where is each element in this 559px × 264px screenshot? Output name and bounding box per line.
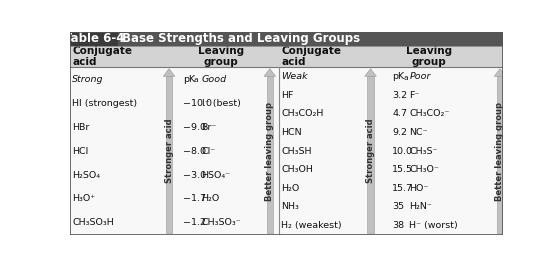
Text: I⁻ (best): I⁻ (best) xyxy=(202,98,240,107)
Text: CH₃S⁻: CH₃S⁻ xyxy=(409,147,438,155)
Text: −3.0: −3.0 xyxy=(183,171,206,180)
Bar xyxy=(70,32,118,45)
Text: H⁻ (worst): H⁻ (worst) xyxy=(409,221,458,230)
Text: H₂O: H₂O xyxy=(202,195,220,204)
Text: H₂N⁻: H₂N⁻ xyxy=(409,202,432,211)
Bar xyxy=(497,76,503,233)
Bar xyxy=(70,67,503,235)
Text: 15.7: 15.7 xyxy=(392,184,413,193)
Text: CH₃SH: CH₃SH xyxy=(281,147,312,155)
Text: −9.0: −9.0 xyxy=(183,122,206,131)
Text: Stronger acid: Stronger acid xyxy=(366,119,375,183)
Text: 35: 35 xyxy=(392,202,404,211)
Text: −10.0: −10.0 xyxy=(183,98,212,107)
Bar xyxy=(367,76,373,233)
Text: 10.0: 10.0 xyxy=(392,147,413,155)
Text: 9.2: 9.2 xyxy=(392,128,408,137)
Polygon shape xyxy=(264,69,276,76)
Text: CH₃SO₃H: CH₃SO₃H xyxy=(72,219,114,228)
Text: F⁻: F⁻ xyxy=(409,91,420,100)
Text: Better leaving group: Better leaving group xyxy=(495,102,505,201)
Bar xyxy=(70,45,503,67)
Text: Good: Good xyxy=(202,75,227,84)
Text: HI (strongest): HI (strongest) xyxy=(72,98,138,107)
Text: H₂ (weakest): H₂ (weakest) xyxy=(281,221,342,230)
Text: Strong: Strong xyxy=(72,75,104,84)
Text: a: a xyxy=(403,75,408,81)
Bar xyxy=(267,76,273,233)
Text: a: a xyxy=(194,77,198,83)
Text: H₂SO₄: H₂SO₄ xyxy=(72,171,100,180)
Text: 3.2: 3.2 xyxy=(392,91,408,100)
Text: Conjugate
acid: Conjugate acid xyxy=(281,45,342,67)
Text: HO⁻: HO⁻ xyxy=(409,184,429,193)
Text: CH₃O⁻: CH₃O⁻ xyxy=(409,165,439,174)
Text: H₃O⁺: H₃O⁺ xyxy=(72,195,96,204)
Text: CH₃CO₂⁻: CH₃CO₂⁻ xyxy=(409,109,449,118)
Text: CH₃CO₂H: CH₃CO₂H xyxy=(281,109,324,118)
Text: pK: pK xyxy=(183,75,195,84)
Text: −8.0: −8.0 xyxy=(183,147,206,155)
Text: −1.2: −1.2 xyxy=(183,219,206,228)
Text: Weak: Weak xyxy=(281,72,308,81)
Text: HF: HF xyxy=(281,91,294,100)
Text: Poor: Poor xyxy=(409,72,430,81)
Bar xyxy=(166,76,172,233)
Text: H₂O: H₂O xyxy=(281,184,300,193)
Polygon shape xyxy=(365,69,376,76)
Text: HBr: HBr xyxy=(72,122,89,131)
Text: Better leaving group: Better leaving group xyxy=(266,102,274,201)
Text: 4.7: 4.7 xyxy=(392,109,408,118)
Text: CH₃SO₃⁻: CH₃SO₃⁻ xyxy=(202,219,241,228)
Text: HCl: HCl xyxy=(72,147,88,155)
Text: pK: pK xyxy=(392,72,404,81)
Text: CH₃OH: CH₃OH xyxy=(281,165,314,174)
Text: Conjugate
acid: Conjugate acid xyxy=(72,45,132,67)
Text: NC⁻: NC⁻ xyxy=(409,128,428,137)
Text: NH₃: NH₃ xyxy=(281,202,299,211)
Text: Br⁻: Br⁻ xyxy=(202,122,217,131)
Text: −1.7: −1.7 xyxy=(183,195,206,204)
Text: Leaving
group: Leaving group xyxy=(406,45,452,67)
Text: Table 6-4: Table 6-4 xyxy=(64,32,124,45)
Text: Leaving
group: Leaving group xyxy=(198,45,244,67)
Text: HSO₄⁻: HSO₄⁻ xyxy=(202,171,231,180)
Polygon shape xyxy=(163,69,175,76)
Text: 38: 38 xyxy=(392,221,404,230)
Text: Cl⁻: Cl⁻ xyxy=(202,147,216,155)
Text: 15.5: 15.5 xyxy=(392,165,413,174)
Text: HCN: HCN xyxy=(281,128,302,137)
Polygon shape xyxy=(494,69,506,76)
Text: Base Strengths and Leaving Groups: Base Strengths and Leaving Groups xyxy=(122,32,360,45)
Bar xyxy=(70,32,503,45)
Text: Stronger acid: Stronger acid xyxy=(164,119,174,183)
